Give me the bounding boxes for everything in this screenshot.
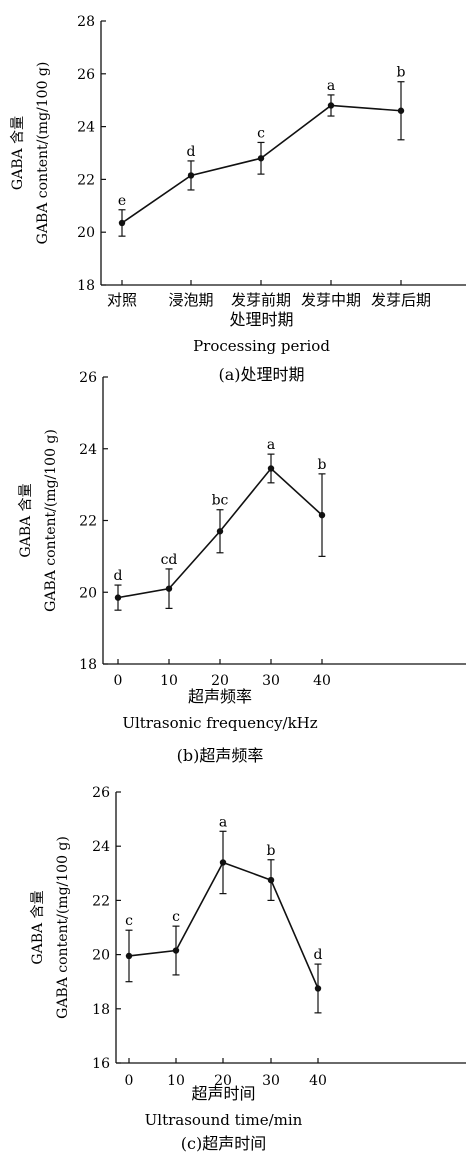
significance-label: c [125,913,133,929]
y-tick-label: 16 [92,1056,110,1072]
significance-label: a [219,814,227,830]
x-tick-label: 浸泡期 [168,291,213,309]
y-tick-label: 22 [77,172,95,188]
y-tick-label: 22 [79,514,97,530]
y-tick-label: 24 [79,442,97,458]
x-tick-label: 40 [309,1073,327,1089]
x-tick-label: 发芽前期 [231,291,291,309]
significance-label: cd [161,552,178,568]
data-point [267,876,275,884]
significance-label: c [257,125,265,141]
panel-caption: (a)处理时期 [218,365,304,384]
significance-label: bc [212,493,229,509]
y-tick-label: 18 [77,278,95,294]
x-axis-label-cn: 超声时间 [191,1084,255,1103]
data-point [172,947,180,954]
y-axis-label-en: GABA content/(mg/100 g) [35,62,51,245]
y-tick-label: 28 [77,14,95,30]
significance-label: c [172,909,180,925]
y-tick-label: 18 [92,1002,110,1018]
data-point [114,594,122,601]
chart-panel-1: 18 20 22 24 26 28 对照 浸泡期 发芽前期 发芽中期 发芽后期 e d c a b GABA 含… [10,14,466,384]
data-point [318,511,326,519]
data-point [165,585,173,592]
panel-caption: (c)超声时间 [181,1134,266,1153]
y-tick-label: 18 [79,657,97,673]
data-point [267,465,275,472]
significance-label: d [314,947,323,963]
y-tick-label: 22 [92,893,110,909]
y-axis-label-cn: GABA 含量 [30,890,46,964]
significance-label: d [114,568,123,584]
x-axis-label-en: Processing period [193,337,330,355]
panel-caption: (b)超声频率 [177,746,264,765]
x-tick-label: 20 [214,1073,232,1089]
x-axis-label-cn: 超声频率 [188,687,252,706]
x-axis-label-en: Ultrasound time/min [145,1111,303,1129]
x-axis-label-en: Ultrasonic frequency/kHz [122,714,317,732]
chart-panel-3: 16 18 20 22 24 26 0 10 20 30 40 c c a b d GABA 含量 GABA co… [30,785,466,1153]
y-axis-label-cn: GABA 含量 [10,116,26,190]
y-tick-label: 26 [77,67,95,83]
data-point [187,172,195,179]
x-tick-label: 0 [125,1073,134,1089]
significance-label: b [267,843,276,859]
chart-panel-2: 18 20 22 24 26 0 10 20 30 40 d cd bc a b GABA 含量 GABA co… [18,370,466,765]
x-tick-label: 40 [313,673,331,689]
x-tick-label: 对照 [107,291,137,309]
x-tick-label: 10 [160,673,178,689]
data-point [118,219,126,227]
y-axis-label-en: GABA content/(mg/100 g) [43,429,59,612]
significance-label: a [267,437,275,453]
data-point [397,107,405,114]
y-axis-label-en: GABA content/(mg/100 g) [55,836,71,1019]
x-tick-label: 30 [262,1073,280,1089]
significance-label: d [187,144,196,160]
data-point [125,952,133,960]
x-axis-label-cn: 处理时期 [229,310,293,329]
data-point [327,102,335,109]
x-tick-label: 发芽中期 [301,291,361,309]
y-tick-label: 24 [92,839,110,855]
y-tick-label: 20 [92,948,110,964]
x-tick-label: 30 [262,673,280,689]
y-tick-label: 24 [77,120,95,136]
x-tick-label: 10 [167,1073,185,1089]
data-point [219,859,227,866]
data-point [257,155,265,162]
significance-label: e [118,193,126,209]
significance-label: b [397,65,406,81]
x-tick-label: 0 [114,673,123,689]
y-tick-label: 26 [92,785,110,801]
data-point [314,985,322,992]
significance-label: b [318,457,327,473]
y-axis-label-cn: GABA 含量 [18,483,34,557]
y-tick-label: 26 [79,370,97,386]
significance-label: a [327,78,335,94]
x-tick-label: 20 [211,673,229,689]
y-tick-label: 20 [79,585,97,601]
data-point [216,528,224,535]
y-tick-label: 20 [77,225,95,241]
x-tick-label: 发芽后期 [371,291,431,309]
